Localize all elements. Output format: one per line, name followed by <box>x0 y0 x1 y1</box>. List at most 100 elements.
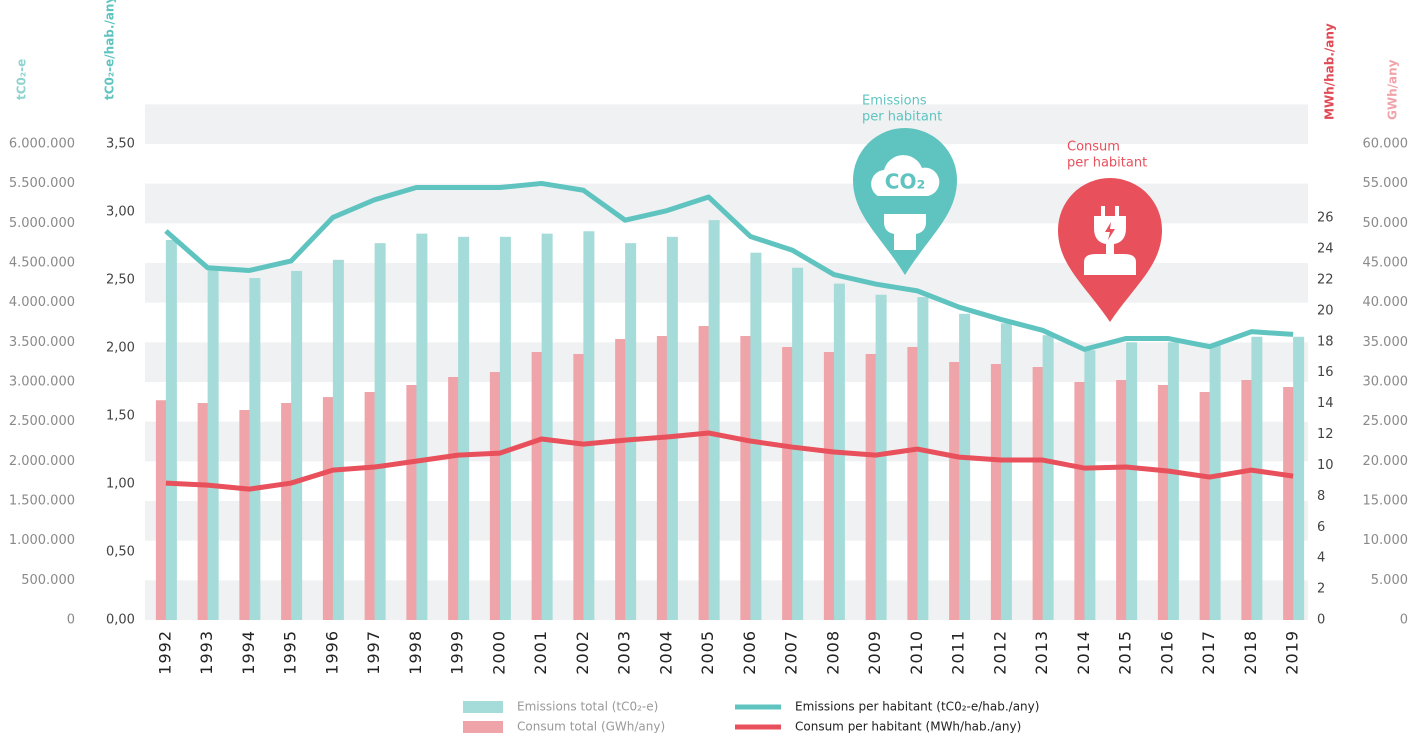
y3-tick-label: 12 <box>1317 427 1334 442</box>
x-tick-label: 2012 <box>990 630 1009 675</box>
bar <box>332 259 344 620</box>
y4-tick-label: 5.000 <box>1371 573 1408 588</box>
x-tick-label: 2009 <box>865 630 884 675</box>
legend-label: Consum total (GWh/any) <box>517 720 665 734</box>
bar <box>197 403 209 620</box>
person-icon <box>1084 254 1136 275</box>
y-tick-label: 500.000 <box>21 573 75 588</box>
bar <box>917 297 929 620</box>
bar <box>750 252 762 621</box>
bar <box>489 372 501 620</box>
y3-tick-label: 20 <box>1317 303 1334 318</box>
legend-swatch <box>463 721 503 733</box>
bar <box>1241 380 1253 620</box>
y2-tick-label: 3,00 <box>106 205 135 220</box>
y3-tick-label: 0 <box>1317 613 1325 628</box>
x-tick-label: 2017 <box>1199 630 1218 675</box>
y3-tick-label: 24 <box>1317 242 1334 257</box>
y-tick-label: 2.500.000 <box>9 414 75 429</box>
y-tick-label: 6.000.000 <box>9 137 75 152</box>
x-tick-label: 2015 <box>1116 630 1135 675</box>
y4-tick-label: 55.000 <box>1363 176 1409 191</box>
bar <box>1032 367 1044 620</box>
legend-label: Emissions total (tC0₂-e) <box>517 700 658 714</box>
bar <box>1251 336 1263 620</box>
bar <box>990 363 1002 620</box>
bar <box>782 347 794 620</box>
bar <box>239 410 251 620</box>
emissions-pin: CO₂ Emissions per habitant <box>853 94 957 275</box>
bar <box>541 233 553 620</box>
bar <box>1283 386 1295 620</box>
y3-axis-label: MWh/hab./any <box>1323 23 1337 120</box>
legend-label: Consum per habitant (MWh/hab./any) <box>795 720 1021 734</box>
y2-tick-label: 2,00 <box>106 341 135 356</box>
annotation-line: Emissions <box>862 94 927 109</box>
bar <box>583 231 595 620</box>
person-icon <box>884 214 926 250</box>
y4-axis-label: GWh/any <box>1386 59 1400 120</box>
y4-tick-label: 50.000 <box>1363 216 1409 231</box>
y4-tick-label: 20.000 <box>1363 454 1409 469</box>
bar <box>1084 350 1096 620</box>
x-tick-label: 2007 <box>782 630 801 675</box>
bar <box>155 400 167 620</box>
bar <box>907 347 919 620</box>
x-tick-label: 1999 <box>448 630 467 675</box>
plug-pin <box>1101 206 1105 216</box>
y4-tick-label: 40.000 <box>1363 295 1409 310</box>
y-tick-label: 2.000.000 <box>9 454 75 469</box>
bar <box>823 352 835 620</box>
x-tick-label: 1993 <box>197 630 216 675</box>
bar <box>1126 342 1138 620</box>
consum-pin: Consum per habitant <box>1058 140 1162 322</box>
bar <box>1042 335 1054 620</box>
y3-tick-label: 16 <box>1317 365 1334 380</box>
bar <box>875 294 887 620</box>
y-axis-label: tC0₂-e <box>15 59 29 100</box>
x-tick-label: 1997 <box>364 630 383 675</box>
x-tick-label: 2016 <box>1157 630 1176 675</box>
x-tick-label: 2019 <box>1283 630 1302 675</box>
x-tick-label: 1996 <box>322 630 341 675</box>
y-tick-label: 5.000.000 <box>9 216 75 231</box>
bar <box>416 233 428 620</box>
bar <box>364 391 376 620</box>
y4-tick-label: 25.000 <box>1363 414 1409 429</box>
grid-band <box>145 104 1308 144</box>
y4-tick-label: 30.000 <box>1363 375 1409 390</box>
bar <box>1167 342 1179 620</box>
annotation-line: per habitant <box>862 110 942 125</box>
y2-axis-label: tC0₂-e/hab./any <box>103 0 117 100</box>
bar <box>865 353 877 620</box>
y-tick-label: 5.500.000 <box>9 176 75 191</box>
bar <box>1199 391 1211 620</box>
y3-tick-label: 10 <box>1317 458 1334 473</box>
y-tick-label: 4.500.000 <box>9 256 75 271</box>
bolt-icon <box>1105 222 1115 240</box>
legend-label: Emissions per habitant (tC0₂-e/hab./any) <box>795 700 1039 714</box>
x-tick-label: 2003 <box>615 630 634 675</box>
x-tick-label: 2000 <box>489 630 508 675</box>
y4-tick-label: 0 <box>1400 613 1408 628</box>
annotation-line: Consum <box>1067 140 1120 155</box>
bar <box>165 239 177 620</box>
bar <box>740 335 752 620</box>
bar <box>281 403 293 620</box>
x-tick-label: 1995 <box>281 630 300 675</box>
x-tick-label: 2014 <box>1074 630 1093 675</box>
y-tick-label: 4.000.000 <box>9 295 75 310</box>
y4-tick-label: 45.000 <box>1363 256 1409 271</box>
bar <box>1209 344 1221 620</box>
y-tick-label: 3.000.000 <box>9 375 75 390</box>
x-tick-label: 2011 <box>949 630 968 675</box>
bar <box>207 270 219 620</box>
legend: Emissions total (tC0₂-e) Consum total (GW… <box>463 700 1039 734</box>
y3-tick-label: 4 <box>1317 551 1325 566</box>
bar <box>1116 380 1128 620</box>
x-tick-label: 2018 <box>1241 630 1260 675</box>
x-tick-label: 2013 <box>1032 630 1051 675</box>
x-tick-label: 1994 <box>239 630 258 675</box>
x-tick-label: 2008 <box>823 630 842 675</box>
